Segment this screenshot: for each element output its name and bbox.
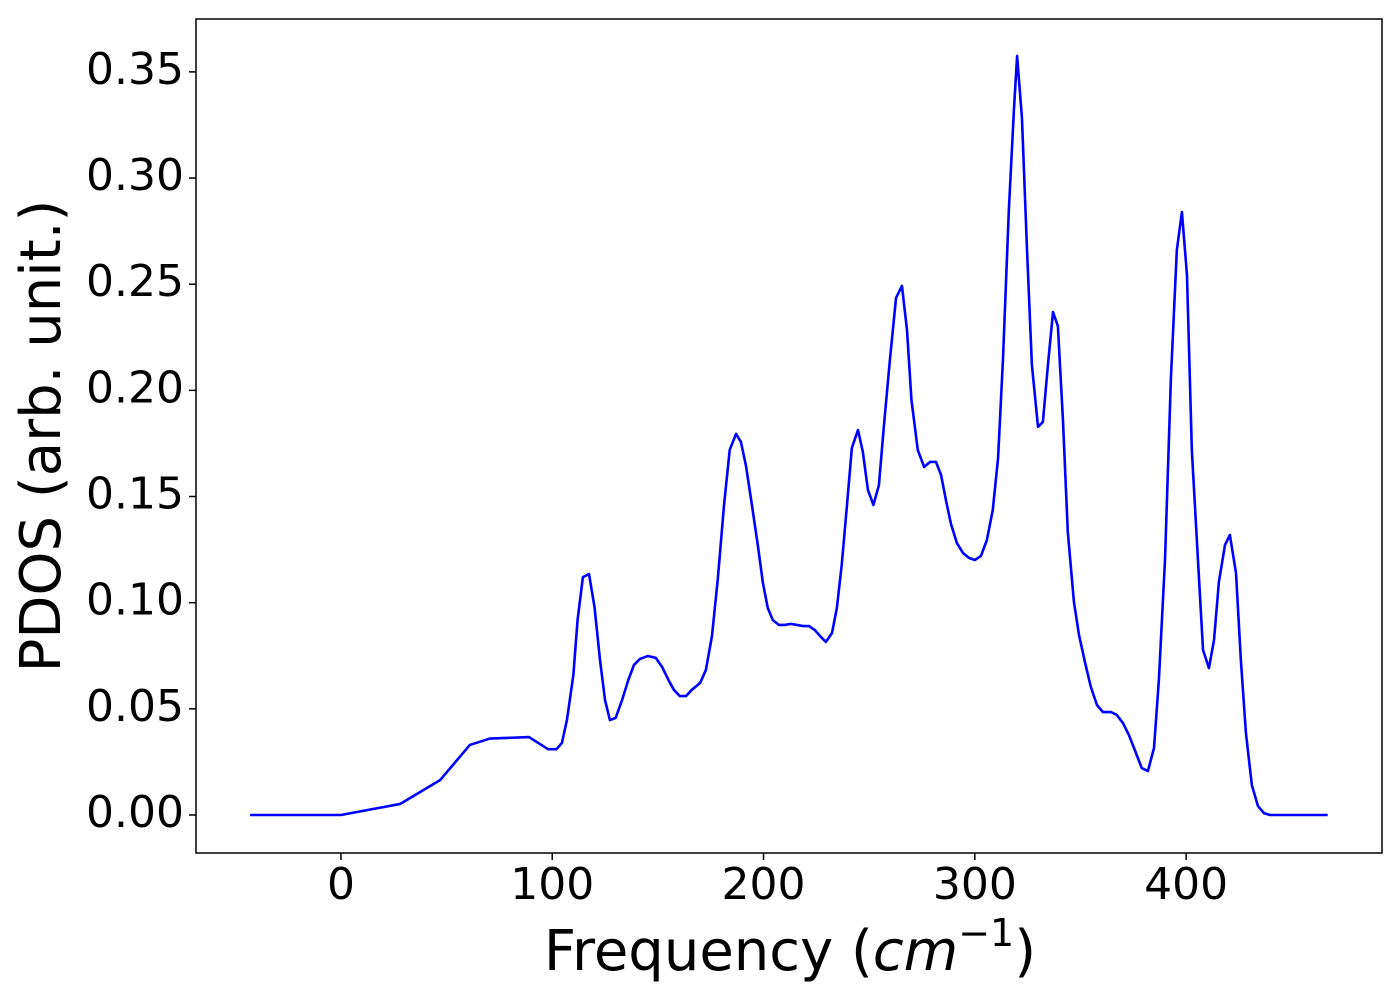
- x-axis-label: Frequency (cm−1): [544, 911, 1036, 984]
- y-tick-label: 0.25: [86, 256, 184, 307]
- x-tick-label: 0: [327, 859, 355, 910]
- y-tick-label: 0.10: [86, 575, 184, 626]
- data-line: [250, 54, 1328, 817]
- y-tick-label: 0.00: [86, 787, 184, 838]
- y-tick-label: 0.20: [86, 362, 184, 413]
- x-tick-label: 200: [722, 859, 806, 910]
- y-tick-label: 0.35: [86, 44, 184, 95]
- y-tick-label: 0.05: [86, 681, 184, 732]
- x-label-exponent: −1: [958, 911, 1014, 955]
- y-tick-label: 0.30: [86, 150, 184, 201]
- x-label-close: ): [1014, 919, 1036, 984]
- x-label-unit: cm: [873, 919, 958, 984]
- x-label-text: Frequency (: [544, 919, 873, 984]
- x-tick-label: 300: [933, 859, 1017, 910]
- y-tick-label: 0.15: [86, 469, 184, 520]
- plot-frame: [195, 18, 1383, 854]
- y-axis-label: PDOS (arb. unit.): [9, 200, 74, 673]
- x-tick-label: 400: [1144, 859, 1228, 910]
- x-tick-label: 100: [510, 859, 594, 910]
